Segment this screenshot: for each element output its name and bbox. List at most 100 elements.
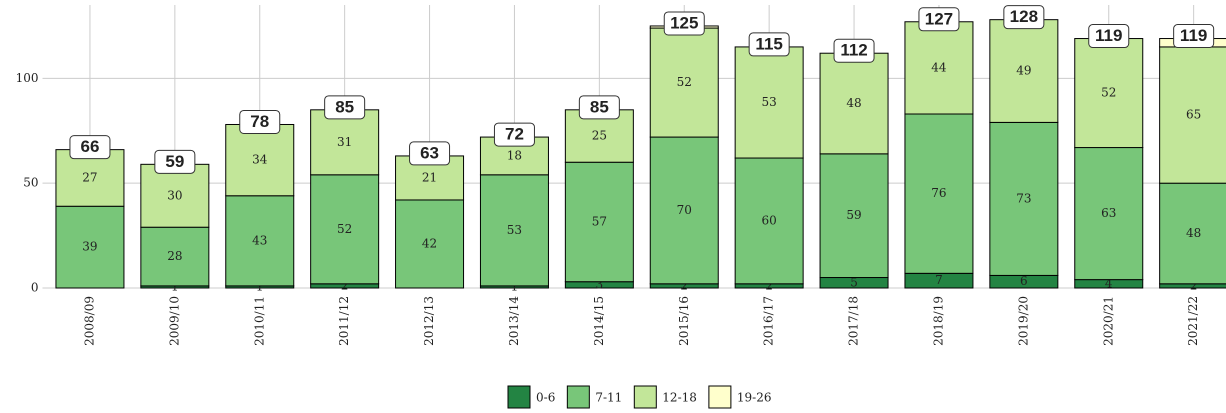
bar-segment	[989, 19, 1059, 123]
data-label: 53	[762, 95, 777, 109]
data-label: 28	[167, 249, 182, 263]
total-label: 128	[1010, 7, 1038, 26]
data-label: 2	[1190, 278, 1198, 292]
data-label: 31	[337, 135, 352, 149]
x-tick-label: 2011/12	[337, 296, 351, 346]
data-label: 4	[1105, 276, 1113, 290]
x-tick-label: 2009/10	[167, 296, 181, 346]
data-label: 52	[337, 222, 352, 236]
data-label: 63	[1101, 206, 1116, 220]
data-label: 59	[846, 208, 861, 222]
data-label: 27	[82, 170, 97, 184]
data-label: 3	[596, 277, 604, 291]
legend-swatch	[507, 385, 531, 409]
data-label: 25	[592, 129, 607, 143]
data-label: 48	[1186, 226, 1201, 240]
total-label: 85	[335, 97, 354, 116]
data-label: 2	[765, 278, 773, 292]
data-label: 1	[511, 279, 519, 293]
data-label: 52	[1101, 86, 1116, 100]
total-box	[493, 122, 535, 147]
total-box	[1003, 5, 1045, 30]
bar-segment	[55, 205, 125, 289]
y-tick-label: 0	[31, 281, 39, 295]
total-label: 63	[420, 143, 439, 162]
bar-segment	[395, 199, 465, 289]
y-tick-label: 50	[23, 176, 38, 190]
x-tick-label: 2018/19	[931, 296, 945, 346]
data-label: 76	[931, 186, 946, 200]
legend-swatch	[566, 385, 590, 409]
data-label: 48	[846, 96, 861, 110]
bar-segment	[310, 174, 380, 285]
bar-segment	[564, 161, 634, 283]
bar-segment	[225, 123, 295, 197]
total-box	[69, 135, 111, 160]
data-label: 2	[341, 278, 349, 292]
x-tick-label: 2017/18	[847, 296, 861, 346]
bar-segment	[734, 157, 804, 285]
data-label: 73	[1016, 191, 1031, 205]
total-box	[154, 149, 196, 174]
data-label: 42	[422, 236, 437, 250]
data-label: 1	[171, 279, 179, 293]
bar-segment	[479, 174, 549, 287]
x-tick-label: 2010/11	[252, 296, 266, 346]
legend-swatch	[633, 385, 657, 409]
total-box	[1088, 24, 1130, 49]
data-label: 44	[931, 60, 947, 74]
data-label: 2	[680, 278, 688, 292]
bar-segment	[1159, 46, 1226, 184]
legend-label: 19-26	[737, 391, 772, 405]
x-tick-label: 2021/22	[1186, 296, 1200, 346]
data-label: 70	[677, 203, 692, 217]
total-box	[239, 109, 281, 134]
data-label: 6	[1020, 274, 1028, 288]
total-box	[1173, 24, 1215, 49]
total-label: 119	[1095, 26, 1122, 45]
bar-segment	[310, 109, 380, 176]
legend-label: 7-11	[595, 391, 622, 405]
data-label: 1	[256, 279, 264, 293]
total-box	[748, 32, 790, 57]
total-label: 78	[250, 112, 269, 131]
total-label: 112	[840, 41, 867, 60]
bar-segment	[649, 136, 719, 285]
x-tick-label: 2020/21	[1101, 296, 1115, 346]
bar-segment	[140, 226, 210, 287]
data-label: 18	[507, 148, 522, 162]
data-label: 57	[592, 214, 607, 228]
x-tick-label: 2012/13	[422, 296, 436, 346]
x-tick-label: 2008/09	[82, 296, 96, 346]
data-label: 34	[252, 153, 268, 167]
data-label: 21	[422, 170, 437, 184]
total-box	[663, 11, 705, 36]
data-label: 43	[252, 233, 267, 247]
bar-segment	[904, 113, 974, 274]
bar-segment	[734, 46, 804, 159]
y-tick-label: 100	[16, 71, 39, 85]
data-label: 52	[677, 75, 692, 89]
total-label: 127	[925, 9, 953, 28]
x-tick-label: 2014/15	[592, 296, 606, 346]
data-label: 30	[167, 188, 182, 202]
bar-segment	[904, 21, 974, 115]
total-box	[918, 7, 960, 32]
data-label: 65	[1186, 108, 1201, 122]
total-label: 72	[505, 125, 524, 144]
total-box	[324, 95, 366, 120]
legend-swatch	[708, 385, 732, 409]
total-label: 85	[590, 97, 609, 116]
bar-segment	[989, 121, 1059, 276]
total-label: 119	[1180, 26, 1207, 45]
total-label: 66	[80, 137, 99, 156]
legend-label: 0-6	[536, 391, 555, 405]
legend-label: 12-18	[662, 391, 697, 405]
bar-segment	[225, 195, 295, 287]
data-label: 53	[507, 223, 522, 237]
total-box	[409, 141, 451, 166]
total-label: 115	[755, 34, 782, 53]
x-tick-label: 2016/17	[762, 296, 776, 346]
total-label: 125	[670, 13, 698, 32]
bar-segment	[649, 27, 719, 138]
